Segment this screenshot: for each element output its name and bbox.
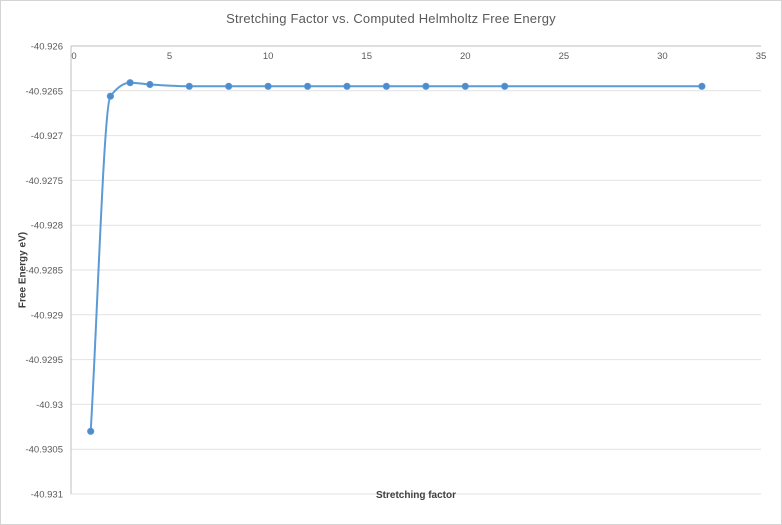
y-tick-label: -40.929 [31, 310, 63, 321]
data-point-marker [87, 427, 95, 435]
x-axis-title: Stretching factor [375, 490, 456, 501]
y-tick-label: -40.9275 [25, 176, 63, 187]
data-point-marker [225, 82, 233, 90]
x-tick-label: 25 [559, 51, 570, 62]
x-tick-label: 20 [460, 51, 471, 62]
data-point-marker [185, 82, 193, 90]
y-tick-label: -40.9305 [25, 445, 63, 456]
data-point-marker [146, 80, 154, 89]
y-tick-label: -40.93 [36, 400, 63, 411]
data-point-marker [501, 82, 509, 90]
data-point-marker [106, 92, 115, 100]
data-point-marker [461, 82, 469, 90]
y-tick-label: -40.927 [31, 131, 63, 142]
data-point-marker [422, 82, 430, 90]
chart-title: Stretching Factor vs. Computed Helmholtz… [226, 11, 556, 26]
x-tick-label: 10 [263, 51, 274, 62]
x-tick-label: 35 [756, 51, 767, 62]
data-point-marker [382, 82, 390, 90]
x-tick-label: 5 [167, 51, 172, 62]
y-tick-label: -40.9295 [25, 355, 63, 366]
x-tick-label: 15 [361, 51, 372, 62]
y-tick-label: -40.926 [31, 42, 63, 53]
series-line [89, 81, 703, 433]
x-tick-label: 30 [657, 51, 668, 62]
data-point-marker [264, 82, 272, 90]
data-point-marker [303, 82, 312, 90]
y-tick-label: -40.9285 [25, 266, 63, 277]
x-tick-label: 0 [71, 51, 76, 62]
data-point-marker [126, 79, 134, 87]
y-tick-label: -40.9265 [25, 86, 63, 97]
data-point-marker [343, 82, 351, 90]
y-tick-label: -40.928 [31, 221, 63, 232]
y-tick-label: -40.931 [31, 490, 63, 501]
data-point-marker [698, 82, 706, 90]
